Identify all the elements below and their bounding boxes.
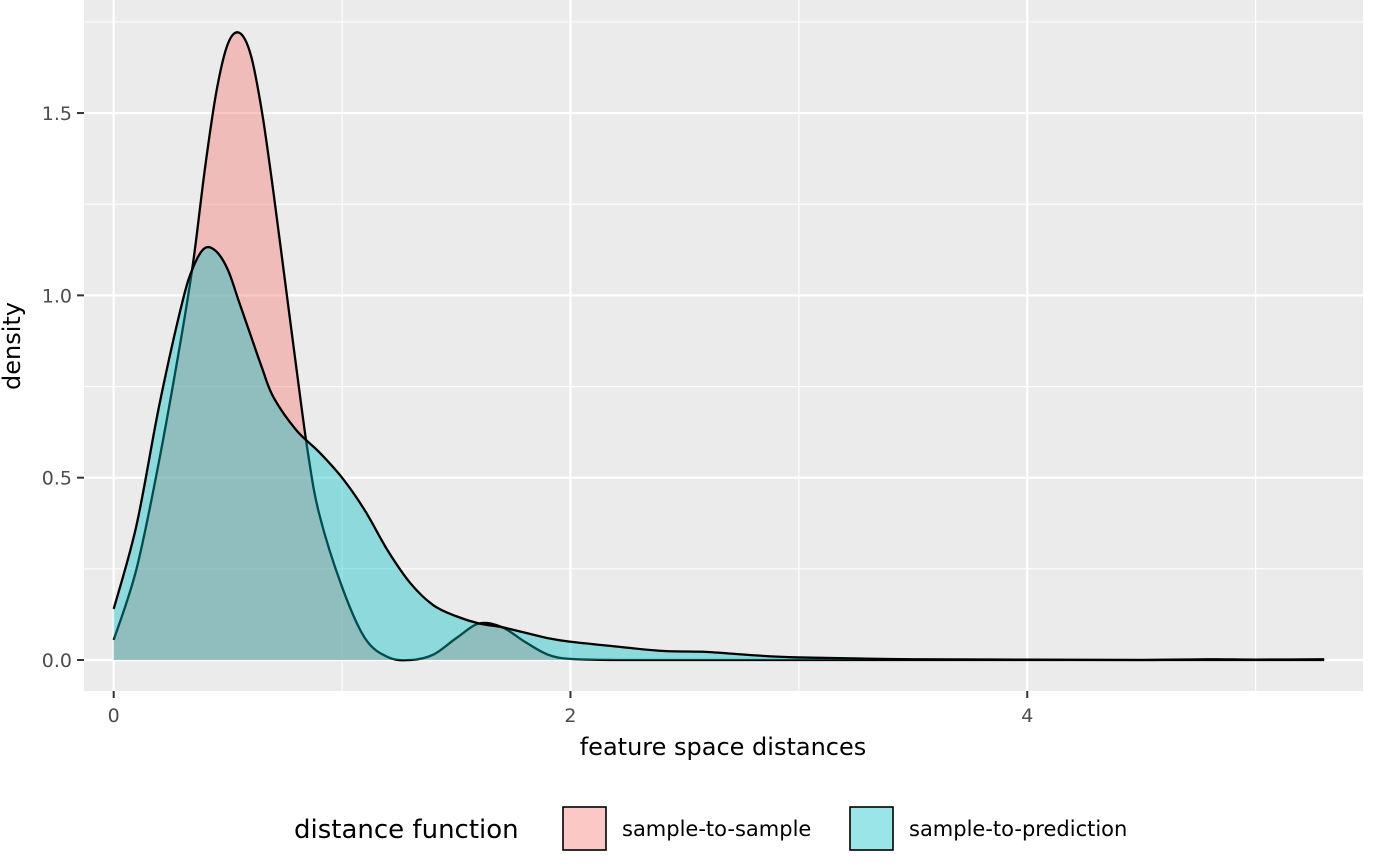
grid-minor xyxy=(84,0,1363,691)
density-area-sample-to-sample xyxy=(113,32,1325,661)
density-line-sample-to-sample xyxy=(112,31,1325,662)
y-axis-title: density xyxy=(0,302,26,390)
y-tick-label: 1.5 xyxy=(42,103,72,125)
x-tick-label: 0 xyxy=(108,705,120,727)
legend-key-sample-to-prediction xyxy=(849,806,894,851)
density-area-sample-to-prediction xyxy=(113,246,1325,661)
x-tick-label: 4 xyxy=(1021,705,1033,727)
legend-label-sample-to-prediction: sample-to-prediction xyxy=(909,817,1127,841)
legend-key-sample-to-sample xyxy=(562,806,607,851)
y-tick-label: 1.0 xyxy=(42,285,72,307)
legend-title: distance function xyxy=(294,815,519,845)
y-tick-label: 0.5 xyxy=(42,468,72,490)
x-axis: 0 2 4 xyxy=(108,691,1033,727)
panel-background xyxy=(84,0,1363,691)
y-tick-label: 0.0 xyxy=(42,650,72,672)
legend: distance function sample-to-sample sampl… xyxy=(294,806,1127,851)
density-line-sample-to-prediction xyxy=(112,245,1325,662)
density-series xyxy=(112,31,1325,662)
x-tick-label: 2 xyxy=(564,705,576,727)
legend-label-sample-to-sample: sample-to-sample xyxy=(622,817,811,841)
y-axis: 0.0 0.5 1.0 1.5 xyxy=(42,103,84,672)
x-axis-title: feature space distances xyxy=(580,733,867,761)
